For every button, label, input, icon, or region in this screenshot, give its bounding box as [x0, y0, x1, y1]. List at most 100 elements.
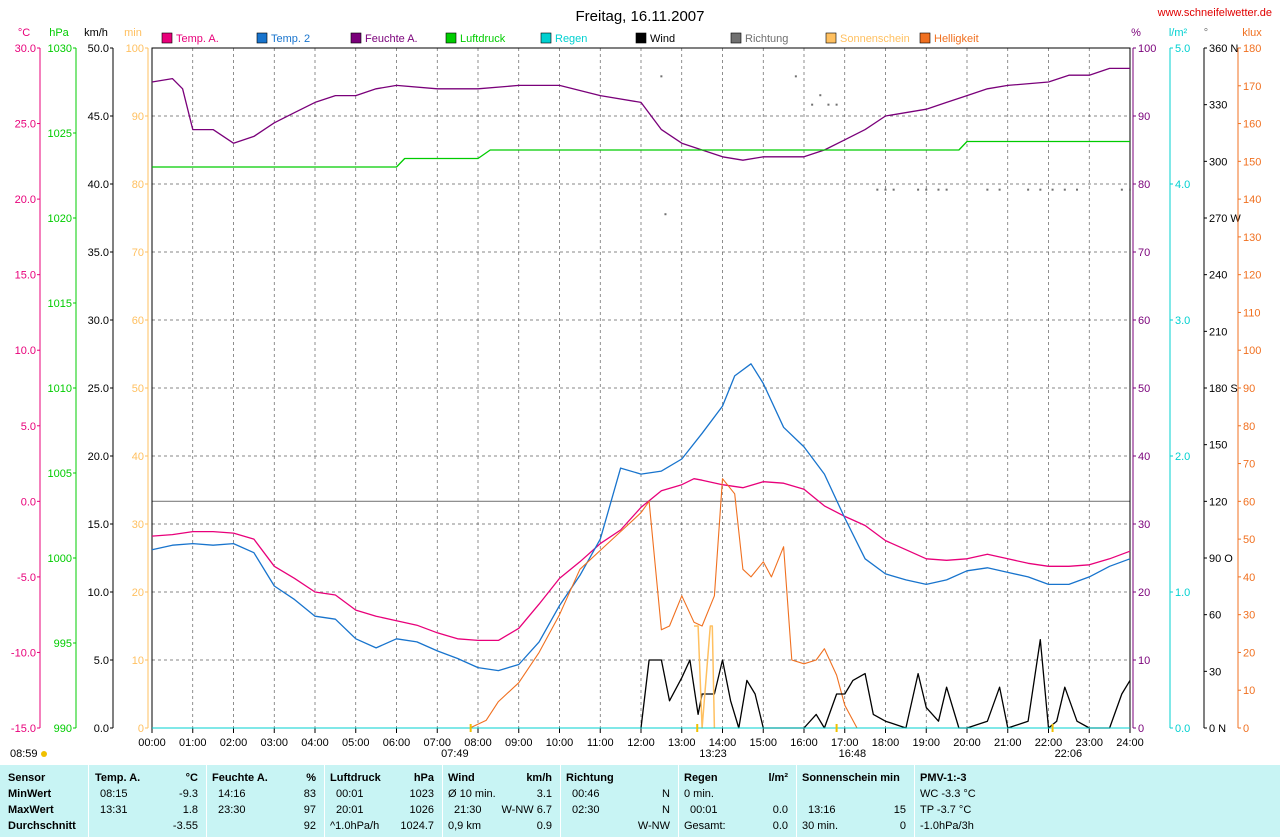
axis-tick-label-direction: 30: [1209, 666, 1221, 678]
legend-label: Richtung: [745, 33, 788, 45]
stats-regen-max-time: 00:01: [690, 804, 718, 816]
axis-tick-label-sunshine: 20: [132, 587, 144, 599]
weather-chart: Freitag, 16.11.2007 www.schneifelwetter.d…: [10, 7, 1272, 760]
stats-sonne-column: Sonnenschein min 13:16 15 30 min. 0: [796, 765, 915, 837]
axis-tick-label-humidity: 60: [1138, 315, 1150, 327]
x-tick-label: 04:00: [301, 737, 329, 749]
stats-regen-total-label: Gesamt:: [684, 820, 726, 832]
axis-tick-label-wind: 5.0: [94, 655, 109, 667]
label-noon: 13:23: [699, 748, 727, 760]
stats-luftdruck-unit: hPa: [413, 772, 434, 784]
direction-point: [1120, 188, 1123, 191]
stats-temp-unit: °C: [185, 772, 198, 784]
axis-tick-label-humidity: 100: [1138, 43, 1156, 55]
stats-temp-min-time: 08:15: [100, 788, 128, 800]
legend-swatch: [730, 32, 742, 44]
direction-point: [892, 188, 895, 191]
x-tick-label: 06:00: [383, 737, 411, 749]
legend-label: Luftdruck: [460, 33, 506, 45]
stats-wind-header: Wind: [448, 772, 475, 784]
legend-swatch: [825, 32, 837, 44]
axis-tick-label-temp: 30.0: [15, 43, 36, 55]
stats-regen-unit: l/m²: [768, 772, 788, 784]
stats-temp-header: Temp. A.: [95, 772, 141, 784]
stats-regen-max-value: 0.0: [772, 804, 788, 816]
axis-tick-label-wind: 35.0: [88, 247, 109, 259]
axis-tick-label-humidity: 30: [1138, 519, 1150, 531]
axis-tick-label-brightness: 80: [1243, 421, 1255, 433]
direction-point: [660, 75, 663, 78]
axis-tick-label-pressure: 1020: [48, 213, 72, 225]
axis-tick-label-direction: 330: [1209, 100, 1227, 112]
stats-regen-total-value: 0.0: [772, 820, 788, 832]
direction-point: [827, 103, 830, 106]
axis-tick-label-direction: 180 S: [1209, 383, 1238, 395]
axis-tick-label-pressure: 1015: [48, 298, 72, 310]
legend-swatch: [540, 32, 552, 44]
stats-temp-max-value: 1.8: [182, 804, 198, 816]
stats-sonne-total-value: 0: [899, 820, 906, 832]
axis-unit-rain: l/m²: [1169, 27, 1188, 39]
stats-luftdruck-avg-value: 1024.7: [400, 820, 434, 832]
stats-pmv-column: PMV-1:-3 WC -3.3 °C TP -3.7 °C -1.0hPa/3…: [914, 765, 1280, 837]
direction-point: [884, 188, 887, 191]
sun-icon: [41, 751, 47, 757]
direction-point: [945, 188, 948, 191]
stats-richtung-max-time: 02:30: [572, 804, 600, 816]
axis-tick-label-humidity: 50: [1138, 383, 1150, 395]
legend-swatch: [161, 32, 173, 44]
stats-wind-distance: 0,9 km: [448, 820, 482, 832]
stats-richtung-header: Richtung: [566, 772, 614, 784]
stats-pmv-windchill: WC -3.3 °C: [920, 788, 976, 800]
stats-regen-column: Regen l/m² 0 min. 00:01 0.0 Gesamt: 0.0: [678, 765, 797, 837]
axis-tick-label-humidity: 0: [1138, 723, 1144, 735]
axis-tick-label-brightness: 60: [1243, 496, 1255, 508]
axis-tick-label-pressure: 1030: [48, 43, 72, 55]
series-line-feuchte-a: [151, 67, 1130, 161]
stats-sonne-total-label: 30 min.: [802, 820, 839, 832]
stats-temp-avg-value: -3.55: [172, 820, 198, 832]
x-tick-label: 01:00: [179, 737, 207, 749]
axis-tick-label-direction: 120: [1209, 496, 1227, 508]
stats-sensor-header: Sensor: [8, 772, 46, 784]
direction-point: [664, 213, 667, 216]
legend-label: Regen: [555, 33, 587, 45]
x-tick-label: 22:00: [1035, 737, 1063, 749]
axis-tick-label-wind: 45.0: [88, 111, 109, 123]
axis-tick-label-sunshine: 10: [132, 655, 144, 667]
axis-tick-label-temp: 0.0: [21, 496, 36, 508]
axis-tick-label-direction: 150: [1209, 440, 1227, 452]
stats-pmv-header: PMV-1:-3: [920, 772, 967, 784]
legend-label: Temp. 2: [271, 33, 310, 45]
axis-tick-label-rain: 4.0: [1175, 179, 1190, 191]
direction-point: [1027, 188, 1030, 191]
direction-point: [986, 188, 989, 191]
axis-tick-label-rain: 3.0: [1175, 315, 1190, 327]
legend-label: Temp. A.: [176, 33, 219, 45]
axis-tick-label-pressure: 995: [54, 638, 72, 650]
axis-tick-label-sunshine: 100: [126, 43, 144, 55]
generated-time: 08:59: [10, 748, 38, 760]
stats-row-label: Durchschnitt: [8, 820, 76, 832]
chart-title: Freitag, 16.11.2007: [576, 8, 705, 25]
axis-unit-humidity: %: [1131, 27, 1141, 39]
axis-tick-label-temp: 5.0: [21, 421, 36, 433]
stats-row-label: MinWert: [8, 788, 52, 800]
axis-tick-label-sunshine: 0: [138, 723, 144, 735]
stats-sonne-header: Sonnenschein min: [802, 772, 900, 784]
direction-point: [794, 75, 797, 78]
axis-tick-label-rain: 5.0: [1175, 43, 1190, 55]
axis-tick-label-pressure: 990: [54, 723, 72, 735]
axis-tick-label-direction: 270 W: [1209, 213, 1241, 225]
label-sunrise: 07:49: [441, 748, 469, 760]
axis-tick-label-direction: 90 O: [1209, 553, 1233, 565]
stats-luftdruck-min-value: 1023: [409, 788, 434, 800]
axis-tick-label-brightness: 120: [1243, 270, 1261, 282]
x-tick-label: 16:00: [790, 737, 818, 749]
legend-swatch: [445, 32, 457, 44]
axis-tick-label-pressure: 1000: [48, 553, 72, 565]
direction-point: [998, 188, 1001, 191]
x-tick-label: 24:00: [1116, 737, 1144, 749]
axis-tick-label-sunshine: 50: [132, 383, 144, 395]
axis-tick-label-brightness: 40: [1243, 572, 1255, 584]
